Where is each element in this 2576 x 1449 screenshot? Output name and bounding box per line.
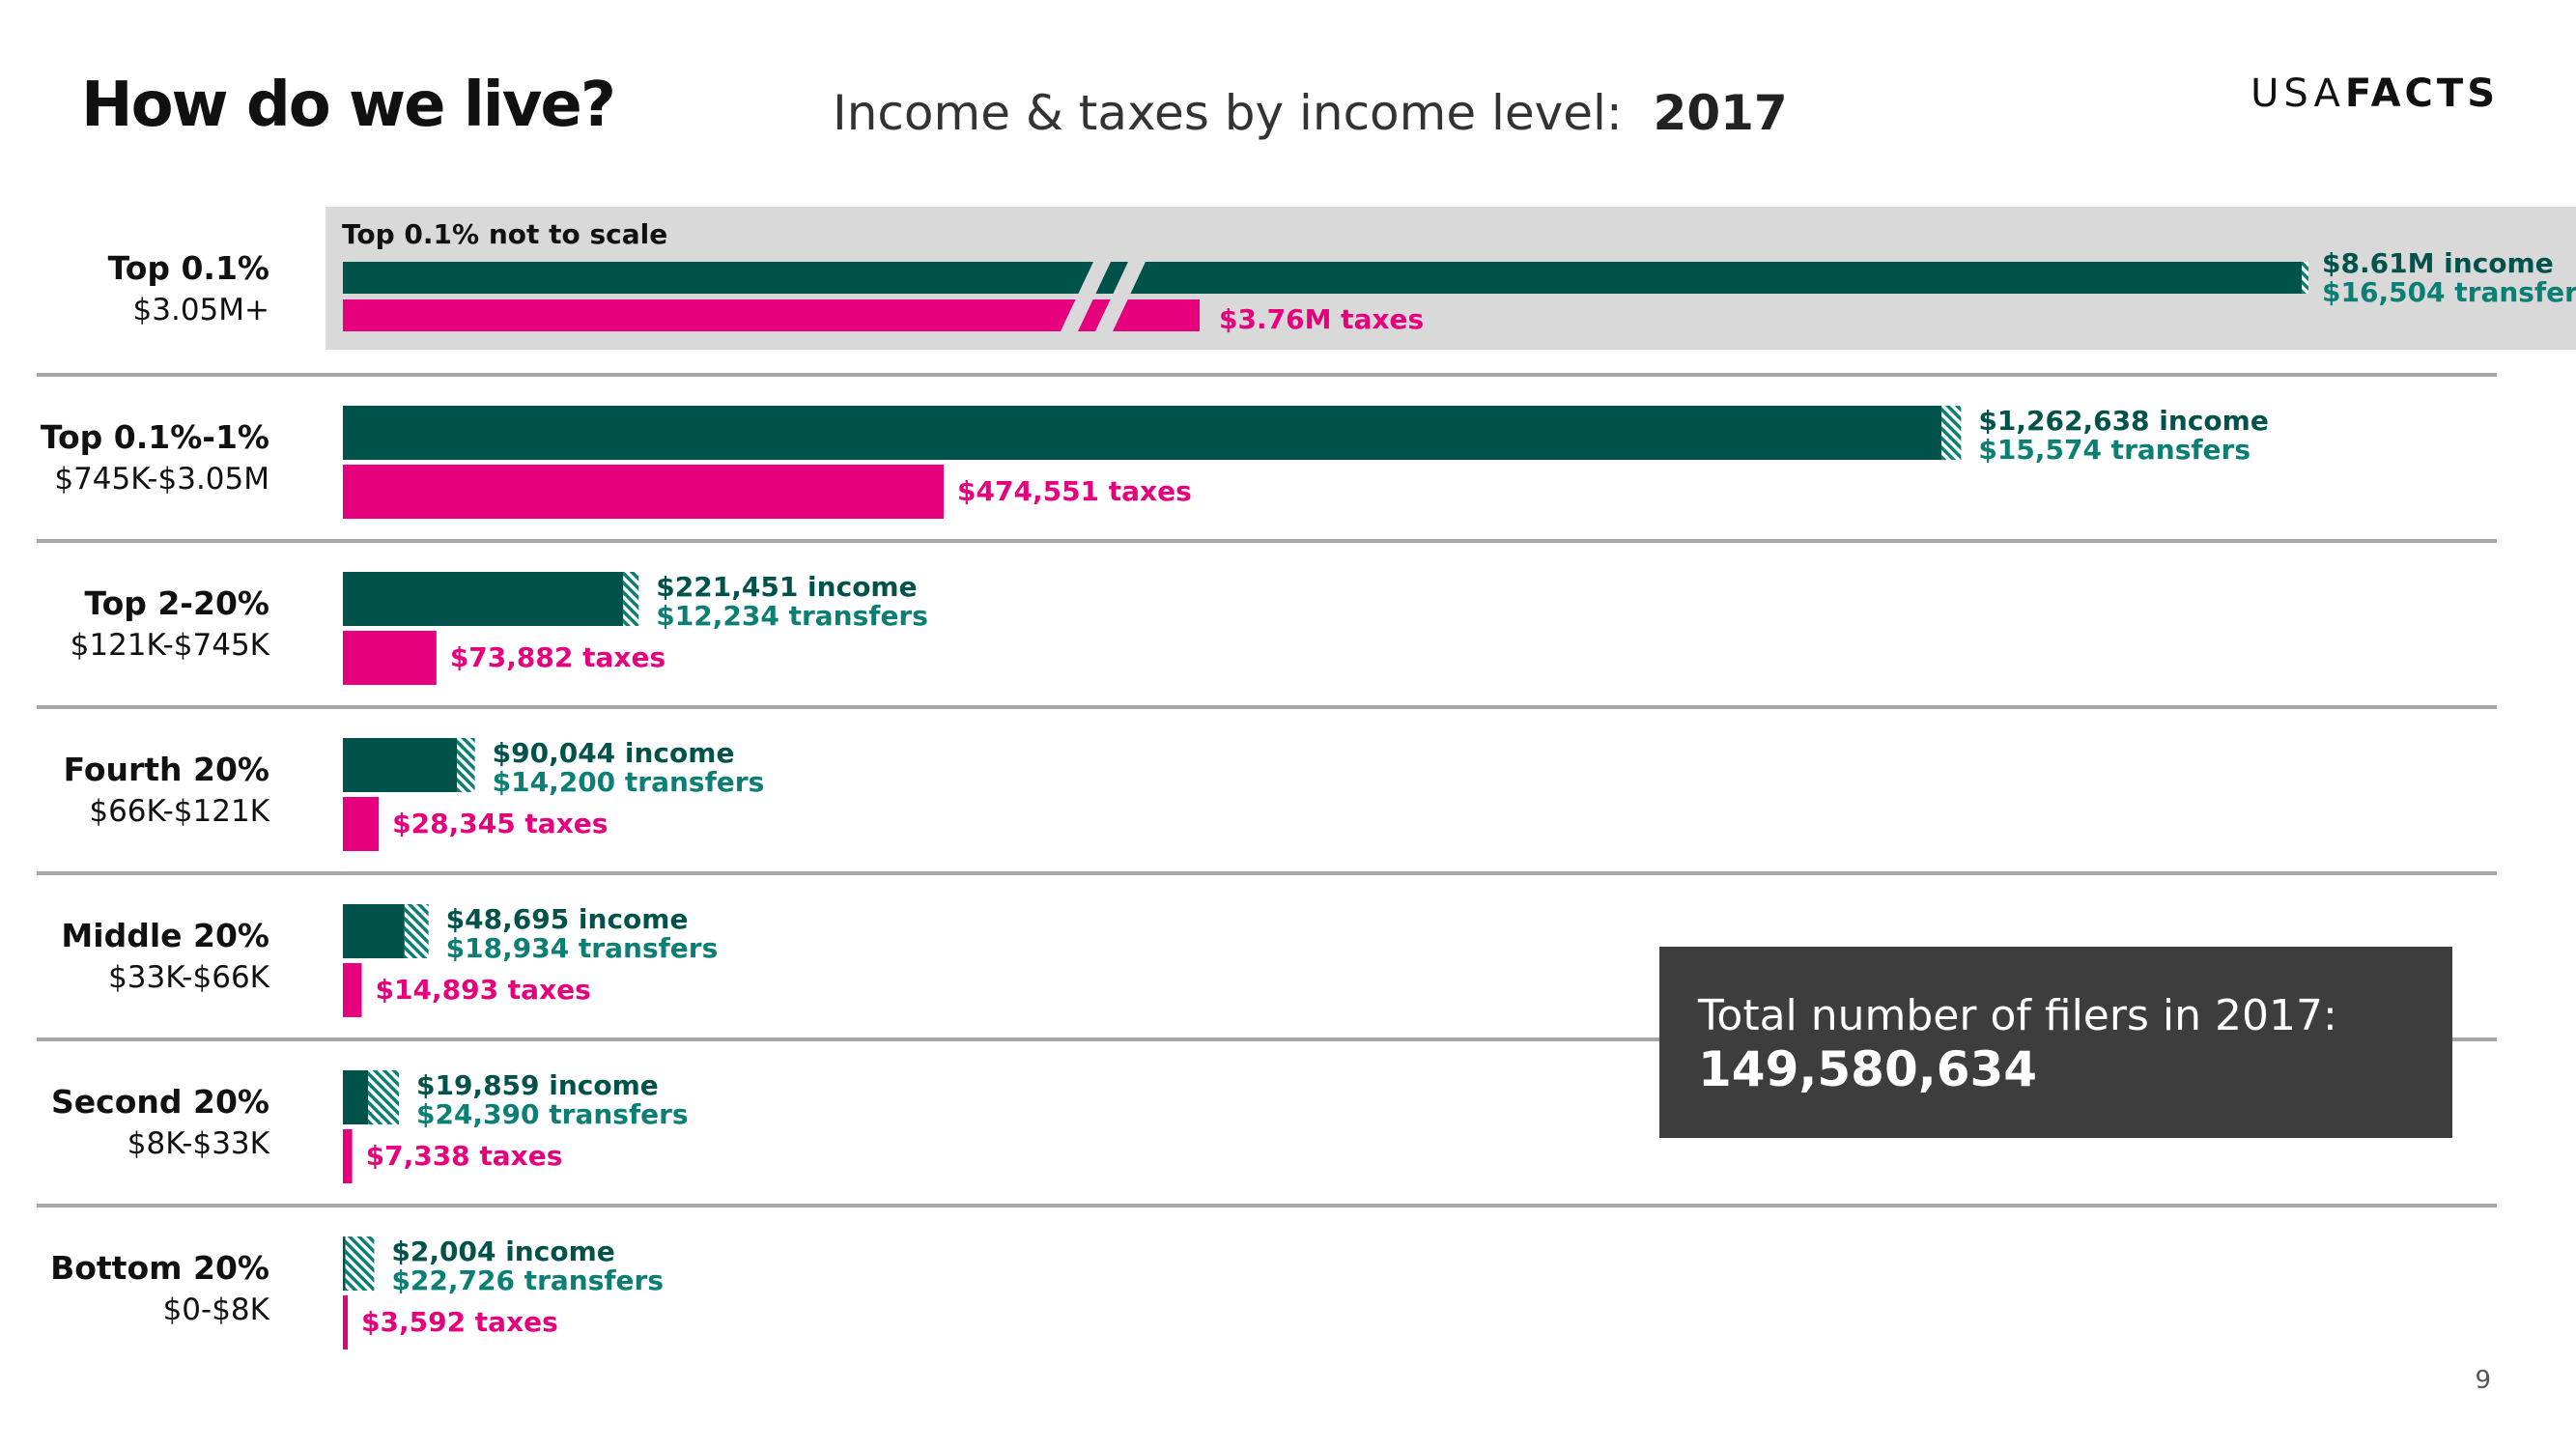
transfers-bar [2302, 262, 2308, 294]
income-label: $90,044 income [493, 737, 735, 769]
chart-subtitle: Income & taxes by income level: 2017 [833, 85, 1788, 141]
income-label: $1,262,638 income [1978, 405, 2268, 437]
transfers-bar [404, 904, 429, 958]
transfers-bar [1941, 406, 1962, 460]
income-bar [343, 904, 405, 958]
category-name: Second 20% [51, 1083, 269, 1121]
category-name: Top 0.1%-1% [41, 418, 269, 456]
taxes-label: $7,338 taxes [366, 1140, 563, 1172]
category-range: $33K-$66K [108, 960, 270, 995]
taxes-label: $3.76M taxes [1219, 303, 1424, 335]
taxes-bar [343, 1129, 353, 1183]
transfers-label: $16,504 transfers [2322, 276, 2576, 308]
taxes-label: $474,551 taxes [957, 475, 1192, 507]
scale-break-mark [1061, 262, 1111, 331]
income-label: $2,004 income [391, 1236, 614, 1267]
subtitle-prefix: Income & taxes by income level: [833, 85, 1623, 141]
category-name: Middle 20% [61, 917, 269, 954]
transfers-bar [457, 738, 475, 792]
row-divider [37, 705, 2497, 709]
taxes-bar [343, 299, 1200, 331]
income-bar [343, 262, 2308, 294]
taxes-bar [343, 797, 380, 851]
transfers-label: $12,234 transfers [656, 600, 928, 632]
transfers-label: $15,574 transfers [1978, 434, 2250, 466]
not-to-scale-label: Top 0.1% not to scale [342, 218, 667, 250]
taxes-label: $28,345 taxes [392, 808, 608, 839]
subtitle-year: 2017 [1653, 85, 1788, 141]
taxes-label: $73,882 taxes [450, 641, 665, 673]
taxes-bar [343, 465, 945, 519]
income-bar [343, 1236, 346, 1291]
total-filers-label: Total number of filers in 2017: [1698, 991, 2337, 1040]
page-title: How do we live? [81, 70, 616, 141]
total-filers-value: 149,580,634 [1698, 1041, 2038, 1097]
row-divider [37, 1037, 2497, 1041]
category-range: $3.05M+ [133, 293, 269, 327]
transfers-label: $24,390 transfers [416, 1098, 689, 1130]
category-name: Bottom 20% [50, 1249, 269, 1287]
category-range: $0-$8K [163, 1293, 270, 1327]
row-divider [37, 373, 2497, 377]
transfers-bar [623, 572, 639, 626]
row-divider [37, 539, 2497, 543]
income-bar [343, 406, 1941, 460]
total-filers-callout: Total number of filers in 2017: 149,580,… [1659, 947, 2452, 1138]
income-bar [343, 572, 624, 626]
usafacts-logo: USAFACTS [2250, 71, 2499, 116]
taxes-label: $14,893 taxes [376, 974, 591, 1006]
category-range: $745K-$3.05M [54, 462, 269, 497]
page-number: 9 [2475, 1366, 2491, 1395]
income-label: $8.61M income [2322, 247, 2554, 279]
income-label: $221,451 income [656, 571, 917, 603]
transfers-label: $14,200 transfers [493, 766, 765, 798]
taxes-bar [343, 631, 437, 685]
row-divider [37, 871, 2497, 875]
income-bar [343, 738, 458, 792]
category-name: Top 2-20% [84, 584, 269, 622]
taxes-bar [343, 963, 362, 1017]
category-range: $121K-$745K [71, 628, 270, 663]
transfers-bar [368, 1070, 399, 1124]
taxes-bar [343, 1295, 348, 1350]
row-divider [37, 1204, 2497, 1208]
transfers-label: $22,726 transfers [391, 1264, 664, 1296]
transfers-bar [345, 1236, 375, 1291]
logo-light: USA [2250, 71, 2345, 116]
transfers-label: $18,934 transfers [446, 932, 719, 964]
category-range: $66K-$121K [89, 794, 269, 829]
income-bar [343, 1070, 369, 1124]
logo-bold: FACTS [2344, 71, 2499, 116]
income-label: $48,695 income [446, 903, 689, 935]
income-label: $19,859 income [416, 1069, 659, 1101]
category-range: $8K-$33K [127, 1126, 270, 1161]
category-name: Fourth 20% [64, 751, 269, 788]
scale-break-mark [1095, 262, 1146, 331]
category-name: Top 0.1% [108, 249, 269, 287]
taxes-label: $3,592 taxes [361, 1306, 558, 1338]
